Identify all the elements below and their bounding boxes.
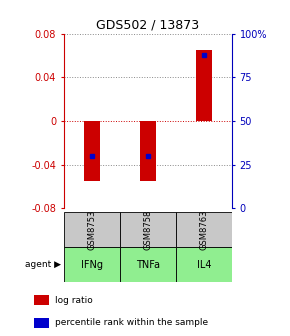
Text: log ratio: log ratio [55,296,92,305]
Bar [64,247,120,282]
Bar [196,50,212,121]
Text: GSM8753: GSM8753 [87,209,96,250]
Bar [120,247,176,282]
Bar [34,295,49,305]
Text: agent ▶: agent ▶ [25,260,61,269]
Bar [176,212,232,247]
Text: GSM8758: GSM8758 [143,209,153,250]
Text: GSM8763: GSM8763 [200,209,209,250]
Text: TNFa: TNFa [136,260,160,269]
Bar [176,247,232,282]
Bar [84,121,100,181]
Bar [64,212,120,247]
Text: IFNg: IFNg [81,260,103,269]
Bar [120,212,176,247]
Text: percentile rank within the sample: percentile rank within the sample [55,318,208,327]
Text: IL4: IL4 [197,260,211,269]
Bar [34,318,49,328]
Title: GDS502 / 13873: GDS502 / 13873 [96,18,200,31]
Bar [140,121,156,181]
